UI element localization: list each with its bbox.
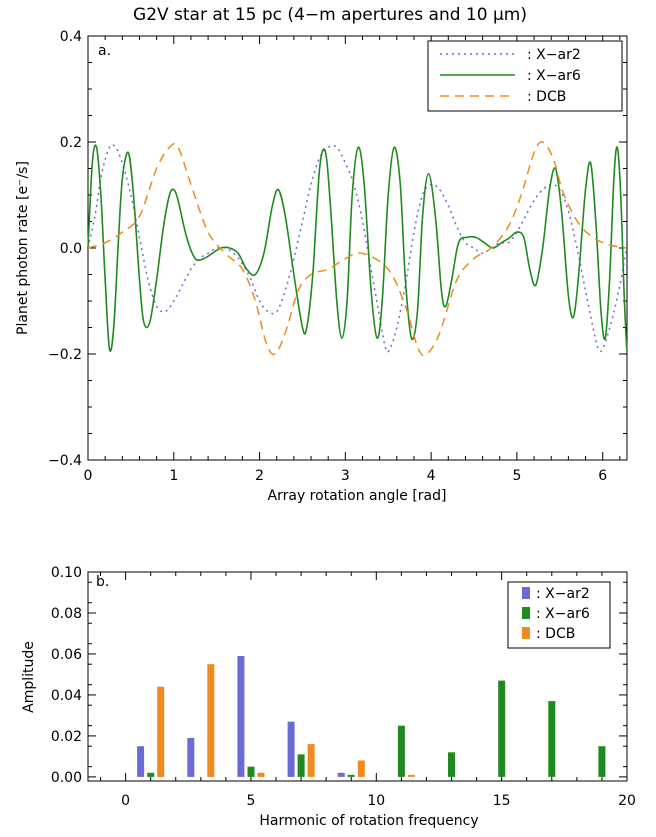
bar-series-0 bbox=[137, 746, 145, 777]
panel-a-series bbox=[87, 141, 628, 357]
legend-b-label: : X−ar2 bbox=[536, 586, 590, 602]
x-tick-label: 5 bbox=[246, 793, 255, 809]
x-tick-label: 10 bbox=[367, 793, 385, 809]
panel-a-ylabel: Planet photon rate [e⁻/s] bbox=[15, 161, 31, 335]
bar-series-1 bbox=[297, 754, 305, 777]
bar-series-2 bbox=[407, 774, 415, 777]
bar-series-0 bbox=[237, 656, 245, 777]
x-tick-label: 0 bbox=[84, 468, 93, 484]
bar-series-1 bbox=[548, 701, 556, 777]
bar-series-1 bbox=[397, 725, 405, 777]
legend-a-label: : DCB bbox=[527, 89, 566, 105]
x-tick-label: 4 bbox=[427, 468, 436, 484]
panel-a: a. Array rotation angle [rad] Planet pho… bbox=[15, 29, 628, 504]
legend-b-label: : DCB bbox=[536, 626, 575, 642]
panel-b: b. Harmonic of rotation frequency Amplit… bbox=[21, 565, 636, 829]
bar-series-2 bbox=[257, 772, 265, 777]
x-tick-label: 6 bbox=[598, 468, 607, 484]
bar-series-2 bbox=[207, 664, 215, 777]
legend-b-swatch bbox=[522, 607, 530, 619]
panel-b-ylabel: Amplitude bbox=[21, 641, 37, 713]
panel-a-legend-box bbox=[427, 40, 623, 112]
y-tick-label: 0.08 bbox=[51, 606, 82, 622]
line-series-0 bbox=[87, 143, 628, 353]
x-tick-label: 1 bbox=[169, 468, 178, 484]
legend-a-label: : X−ar6 bbox=[527, 68, 581, 84]
panel-b-legend: : X−ar2 : X−ar6 : DCB bbox=[507, 581, 611, 649]
bar-series-1 bbox=[598, 746, 606, 777]
panel-b-ticks: 0 5 10 15 20 0.00 0.02 0.04 0.06 0.08 0.10 bbox=[51, 565, 636, 809]
panel-b-bars bbox=[137, 656, 606, 777]
y-tick-label: 0.02 bbox=[51, 729, 82, 745]
bar-series-1 bbox=[247, 766, 255, 777]
bar-series-2 bbox=[307, 744, 315, 777]
x-tick-label: 3 bbox=[341, 468, 350, 484]
bar-series-1 bbox=[448, 752, 455, 777]
panel-b-frame bbox=[87, 571, 628, 782]
legend-b-swatch bbox=[522, 627, 530, 639]
y-tick-label: 0.2 bbox=[60, 135, 82, 151]
y-tick-label: 0.04 bbox=[51, 688, 82, 704]
bar-series-1 bbox=[498, 680, 506, 777]
panel-b-label: b. bbox=[96, 574, 109, 590]
x-tick-label: 20 bbox=[618, 793, 636, 809]
panel-a-xlabel: Array rotation angle [rad] bbox=[268, 488, 447, 504]
bar-series-1 bbox=[147, 772, 155, 777]
panel-a-label: a. bbox=[98, 43, 111, 59]
panel-a-legend: : X−ar2 : X−ar6 : DCB bbox=[427, 40, 623, 112]
line-series-2 bbox=[87, 141, 627, 357]
y-tick-label: 0.00 bbox=[51, 770, 82, 786]
y-tick-label: 0.10 bbox=[51, 565, 82, 581]
x-tick-label: 15 bbox=[493, 793, 511, 809]
bar-series-0 bbox=[287, 721, 295, 777]
line-series-1 bbox=[87, 144, 628, 352]
y-tick-label: −0.2 bbox=[48, 347, 82, 363]
bar-series-1 bbox=[347, 774, 355, 777]
bar-series-0 bbox=[187, 738, 195, 777]
y-tick-label: −0.4 bbox=[48, 453, 82, 469]
y-tick-label: 0.06 bbox=[51, 647, 82, 663]
bar-series-2 bbox=[157, 686, 165, 777]
figure-title: G2V star at 15 pc (4−m apertures and 10 … bbox=[133, 5, 527, 25]
y-tick-label: 0.4 bbox=[60, 29, 82, 45]
x-tick-label: 0 bbox=[121, 793, 130, 809]
bar-series-2 bbox=[357, 760, 365, 777]
x-tick-label: 5 bbox=[512, 468, 521, 484]
panel-b-xlabel: Harmonic of rotation frequency bbox=[259, 813, 478, 829]
legend-b-swatch bbox=[522, 587, 530, 599]
bar-series-0 bbox=[337, 772, 345, 777]
legend-b-label: : X−ar6 bbox=[536, 606, 590, 622]
legend-a-label: : X−ar2 bbox=[527, 47, 581, 63]
y-tick-label: 0.0 bbox=[60, 241, 82, 257]
x-tick-label: 2 bbox=[255, 468, 264, 484]
